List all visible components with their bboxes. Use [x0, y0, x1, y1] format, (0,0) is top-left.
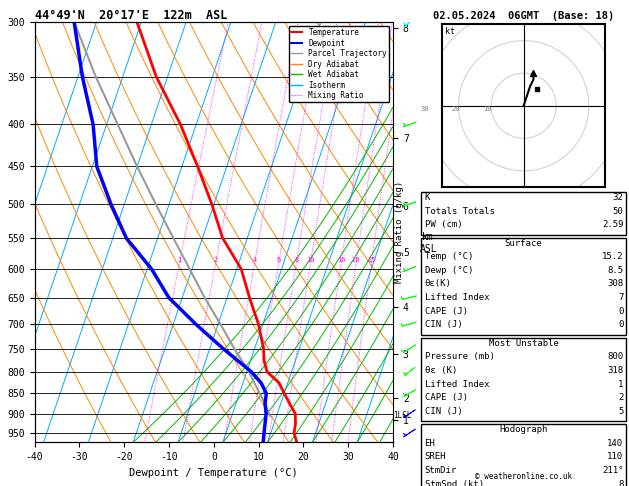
Text: K: K	[425, 193, 430, 202]
Text: 110: 110	[607, 452, 623, 462]
Text: © weatheronline.co.uk: © weatheronline.co.uk	[475, 472, 572, 481]
Text: 2.59: 2.59	[602, 220, 623, 229]
Text: 02.05.2024  06GMT  (Base: 18): 02.05.2024 06GMT (Base: 18)	[433, 11, 615, 21]
Text: 10: 10	[484, 105, 492, 112]
Text: CIN (J): CIN (J)	[425, 407, 462, 416]
Text: CIN (J): CIN (J)	[425, 320, 462, 330]
Text: 44°49'N  20°17'E  122m  ASL: 44°49'N 20°17'E 122m ASL	[35, 9, 227, 22]
Text: SREH: SREH	[425, 452, 446, 462]
Text: 1LCL: 1LCL	[393, 411, 411, 420]
Text: Most Unstable: Most Unstable	[489, 339, 559, 348]
Text: 20: 20	[352, 257, 360, 263]
Text: 10: 10	[306, 257, 314, 263]
Legend: Temperature, Dewpoint, Parcel Trajectory, Dry Adiabat, Wet Adiabat, Isotherm, Mi: Temperature, Dewpoint, Parcel Trajectory…	[289, 26, 389, 103]
Text: Totals Totals: Totals Totals	[425, 207, 494, 216]
Text: 25: 25	[367, 257, 376, 263]
Text: Mixing Ratio (g/kg): Mixing Ratio (g/kg)	[395, 181, 404, 283]
Text: Lifted Index: Lifted Index	[425, 293, 489, 302]
Text: StmSpd (kt): StmSpd (kt)	[425, 480, 484, 486]
Text: 1: 1	[177, 257, 182, 263]
Text: θε(K): θε(K)	[425, 279, 452, 289]
Text: 318: 318	[607, 366, 623, 375]
Text: Dewp (°C): Dewp (°C)	[425, 266, 473, 275]
X-axis label: Dewpoint / Temperature (°C): Dewpoint / Temperature (°C)	[130, 468, 298, 478]
Text: 8: 8	[618, 480, 623, 486]
Text: 8.5: 8.5	[607, 266, 623, 275]
Y-axis label: km
ASL: km ASL	[420, 232, 437, 254]
Text: 6: 6	[277, 257, 281, 263]
Text: 30: 30	[420, 105, 429, 112]
Text: 1: 1	[618, 380, 623, 389]
Text: 211°: 211°	[602, 466, 623, 475]
Text: 5: 5	[618, 407, 623, 416]
Text: StmDir: StmDir	[425, 466, 457, 475]
Text: 7: 7	[618, 293, 623, 302]
Text: 308: 308	[607, 279, 623, 289]
Text: 50: 50	[613, 207, 623, 216]
Text: PW (cm): PW (cm)	[425, 220, 462, 229]
Text: kt: kt	[445, 27, 455, 36]
Text: 8: 8	[294, 257, 298, 263]
Text: 140: 140	[607, 439, 623, 448]
Text: Temp (°C): Temp (°C)	[425, 252, 473, 261]
Text: Hodograph: Hodograph	[499, 425, 548, 434]
Text: θε (K): θε (K)	[425, 366, 457, 375]
Text: 15.2: 15.2	[602, 252, 623, 261]
Text: 0: 0	[618, 320, 623, 330]
Text: Pressure (mb): Pressure (mb)	[425, 352, 494, 362]
Text: Surface: Surface	[505, 239, 542, 248]
Text: 2: 2	[618, 393, 623, 402]
Text: 800: 800	[607, 352, 623, 362]
Text: Lifted Index: Lifted Index	[425, 380, 489, 389]
Text: 2: 2	[213, 257, 218, 263]
Text: 32: 32	[613, 193, 623, 202]
Text: EH: EH	[425, 439, 435, 448]
Text: 20: 20	[452, 105, 460, 112]
Text: CAPE (J): CAPE (J)	[425, 307, 467, 316]
Text: 16: 16	[337, 257, 345, 263]
Y-axis label: hPa: hPa	[0, 223, 2, 241]
Text: 4: 4	[252, 257, 257, 263]
Text: CAPE (J): CAPE (J)	[425, 393, 467, 402]
Text: 0: 0	[618, 307, 623, 316]
